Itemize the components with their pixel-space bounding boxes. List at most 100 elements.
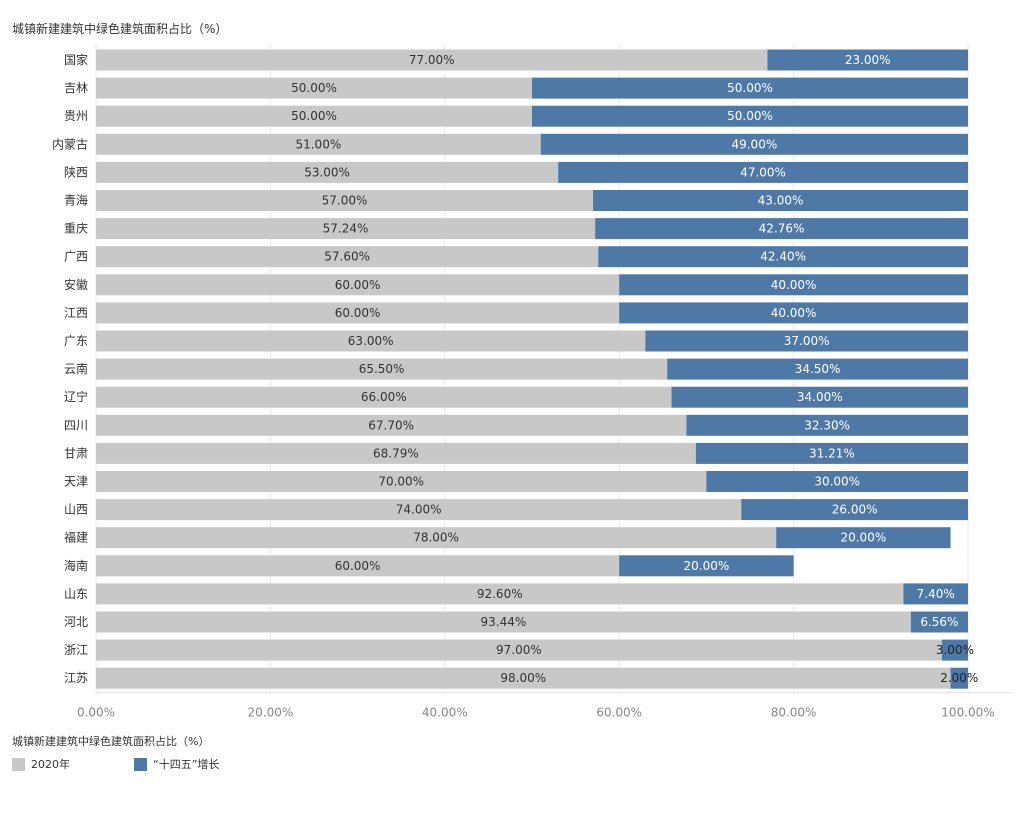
bar-2020 [96,133,541,155]
bar-growth [686,414,968,436]
bar-growth [910,611,968,633]
legend-title: 城镇新建建筑中绿色建筑面积占比（%） [12,735,210,748]
data-label-growth: 32.30% [804,418,850,432]
legend: 城镇新建建筑中绿色建筑面积占比（%） 2020年 “十四五”增长 [12,733,283,772]
data-label-2020: 93.44% [481,615,527,629]
category-label: 天津 [64,475,88,489]
category-label: 四川 [64,418,88,432]
data-label-growth: 6.56% [920,615,958,629]
data-label-2020: 57.24% [323,222,369,236]
legend-swatch-growth [134,757,147,771]
bar-growth [595,218,968,240]
category-label: 安徽 [64,277,88,292]
category-label: 甘肃 [64,446,88,460]
bar-growth [667,358,968,380]
category-label: 广东 [64,334,88,348]
data-label-2020: 60.00% [335,559,381,573]
legend-label-growth: “十四五”增长 [153,758,220,771]
bar-2020 [96,499,742,521]
category-label: 浙江 [64,643,88,657]
data-label-growth: 2.00% [940,671,978,685]
data-label-2020: 60.00% [335,306,381,320]
x-tick-label: 100.00% [941,705,994,719]
data-label-growth: 37.00% [784,334,830,348]
data-label-2020: 92.60% [477,587,523,601]
bar-growth [950,667,968,689]
bar-growth [558,161,968,183]
bar-2020 [96,105,532,127]
bar-growth [532,77,968,99]
bar-2020 [96,583,904,605]
bar-growth [741,499,968,521]
category-label: 青海 [64,193,88,208]
data-label-growth: 26.00% [832,503,878,517]
category-label: 辽宁 [64,389,88,404]
bar-2020 [96,527,777,549]
x-tick-label: 0.00% [77,705,115,719]
data-label-growth: 50.00% [727,81,773,95]
x-tick-label: 20.00% [248,705,294,719]
bar-2020 [96,639,942,661]
data-label-growth: 20.00% [840,531,886,545]
category-label: 河北 [64,615,88,629]
data-label-2020: 57.60% [324,250,370,264]
legend-label-2020: 2020年 [31,758,70,771]
legend-item-2020[interactable]: 2020年 [12,756,70,772]
category-label: 云南 [64,361,88,376]
data-label-2020: 63.00% [348,334,394,348]
category-label: 广西 [64,250,88,264]
bar-2020 [96,667,951,689]
data-label-2020: 78.00% [413,531,459,545]
x-tick-label: 40.00% [422,705,468,719]
category-label: 吉林 [64,81,88,95]
data-label-growth: 40.00% [771,306,817,320]
data-label-growth: 42.76% [759,222,805,236]
bar-growth [776,527,951,549]
category-label: 海南 [64,558,88,573]
data-label-2020: 74.00% [396,503,442,517]
data-label-2020: 50.00% [291,81,337,95]
category-label: 山西 [64,503,88,517]
data-label-growth: 50.00% [727,109,773,123]
bar-2020 [96,471,707,492]
data-label-growth: 42.40% [760,250,806,264]
data-label-growth: 40.00% [771,278,817,292]
bar-2020 [96,330,646,352]
bar-2020 [96,161,559,183]
data-label-2020: 51.00% [295,137,341,151]
category-label: 内蒙古 [52,136,88,151]
data-label-growth: 47.00% [740,165,786,179]
bar-growth [532,105,968,127]
data-label-2020: 67.70% [368,418,414,432]
data-label-growth: 3.00% [936,643,974,657]
data-label-2020: 60.00% [335,278,381,292]
bar-growth [540,133,968,155]
data-label-2020: 98.00% [500,671,546,685]
data-label-2020: 65.50% [359,362,405,376]
bar-2020 [96,190,594,211]
data-label-2020: 70.00% [378,475,424,489]
bar-growth [619,302,968,324]
bar-2020 [96,611,911,633]
category-label: 陕西 [64,164,88,179]
data-label-growth: 31.21% [809,446,855,460]
bar-2020 [96,49,768,71]
bar-growth [671,386,968,408]
bar-2020 [96,555,620,577]
bar-growth [903,583,968,605]
data-label-growth: 20.00% [684,559,730,573]
bar-growth [619,555,794,577]
bar-2020 [96,77,532,99]
category-label: 贵州 [64,109,88,123]
bar-growth [941,639,968,661]
data-label-growth: 34.50% [795,362,841,376]
bar-2020 [96,386,672,408]
stacked-bar-chart: 国家 77.00% 23.00% 吉林 50.00% 50.00% 贵州 50.00% 50.0… [52,45,1012,719]
data-label-growth: 30.00% [814,475,860,489]
chart-title: 城镇新建建筑中绿色建筑面积占比（%） [12,22,228,36]
legend-swatch-2020 [12,757,25,771]
legend-item-growth[interactable]: “十四五”增长 [134,756,219,772]
bar-growth [593,190,968,211]
category-label: 江苏 [64,671,88,685]
data-label-2020: 66.00% [361,390,407,404]
